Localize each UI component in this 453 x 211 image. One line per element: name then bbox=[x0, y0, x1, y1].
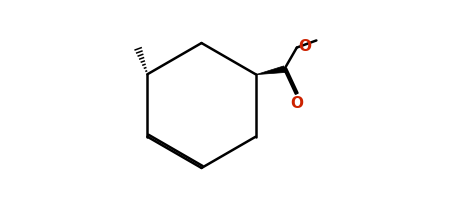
Polygon shape bbox=[255, 66, 285, 75]
Text: O: O bbox=[290, 96, 303, 111]
Text: O: O bbox=[298, 39, 311, 54]
